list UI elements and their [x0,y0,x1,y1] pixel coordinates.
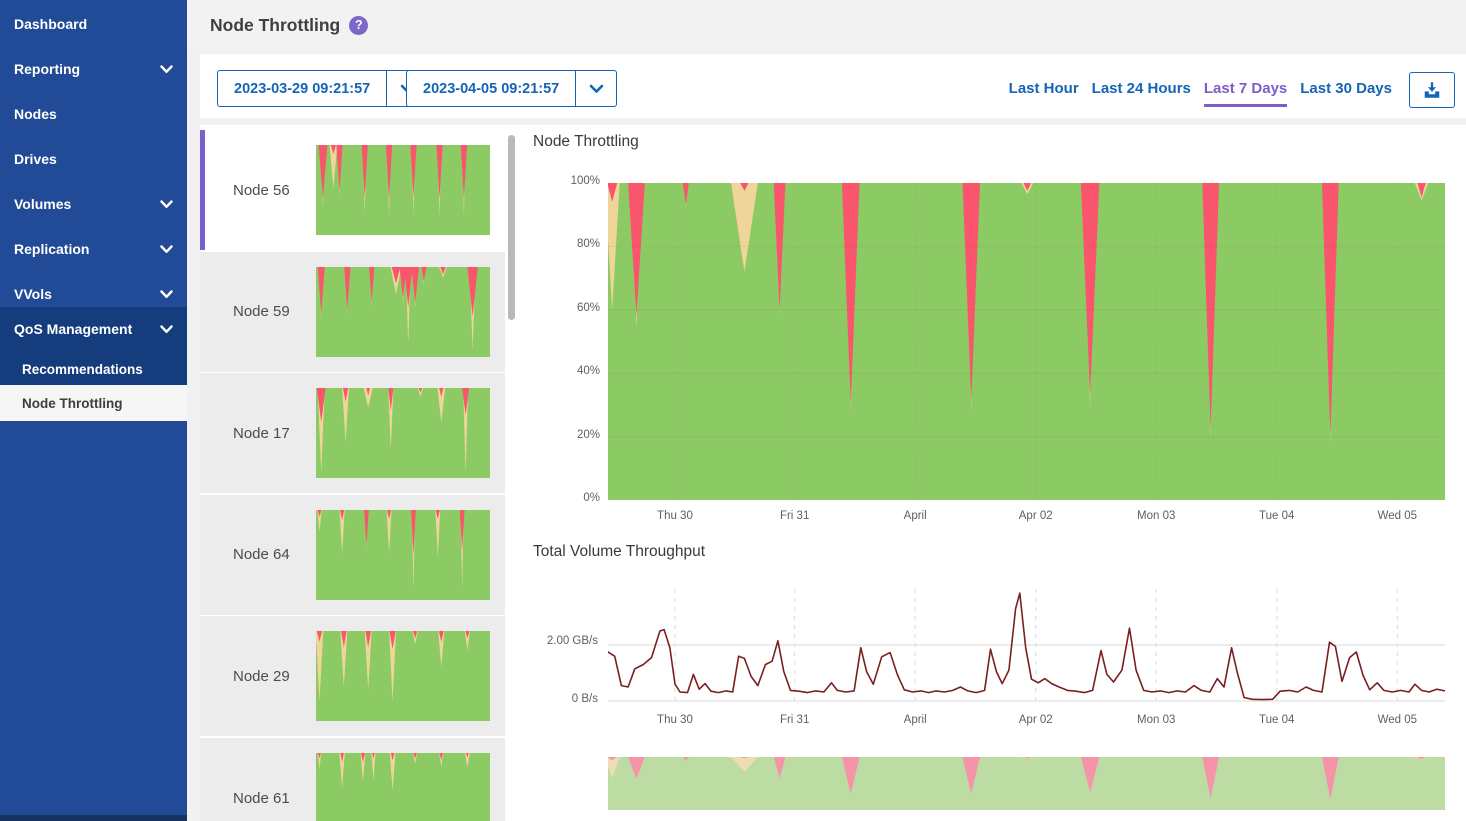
download-button[interactable] [1409,72,1455,108]
node-label: Node 61 [233,789,290,807]
sidebar-item-volumes[interactable]: Volumes [0,184,187,224]
end-date-value[interactable]: 2023-04-05 09:21:57 [423,80,560,97]
sidebar-item-label: VVols [14,286,52,302]
x-tick-label: Mon 03 [1137,510,1176,522]
y-tick-label: 100% [570,175,600,187]
x-tick-label: April [903,510,927,522]
node-throttling-chart-title: Node Throttling [533,133,639,150]
page-title: Node Throttling [210,14,341,35]
sidebar-item-drives[interactable]: Drives [0,139,187,179]
x-tick-label: Apr 02 [1018,510,1053,522]
node-sparkline [316,753,490,821]
node-list-item-node-56[interactable]: Node 56 [200,130,505,250]
start-date-picker[interactable]: 2023-03-29 09:21:57 [217,70,429,107]
sidebar-item-label: Replication [14,241,90,257]
y-tick-label: 20% [576,428,600,441]
node-list-item-node-64[interactable]: Node 64 [200,494,505,615]
y-tick-label: 2.00 GB/s [546,635,598,647]
x-tick-label: Wed 05 [1377,510,1417,522]
throughput-x-axis: Thu 30 Fri 31 April Apr 02 Mon 03 Tue 04 Wed 0… [608,714,1445,730]
node-list-item-node-59[interactable]: Node 59 [200,251,505,372]
y-tick-label: 0% [583,492,600,504]
node-sparkline [316,509,490,600]
node-list-item-node-61[interactable]: Node 61 [200,738,505,821]
node-label: Node 56 [233,181,290,199]
start-date-value[interactable]: 2023-03-29 09:21:57 [234,80,371,97]
chevron-down-icon [160,324,173,333]
node-sparkline [316,266,490,357]
x-tick-label: Fri 31 [779,510,810,522]
sidebar-item-label: Node Throttling [22,395,123,411]
x-tick-label: Apr 02 [1018,714,1053,726]
chevron-down-icon [160,244,173,253]
x-tick-label: April [903,714,927,726]
range-link-last-30-days[interactable]: Last 30 Days [1300,80,1392,97]
x-tick-label: Fri 31 [779,714,810,726]
sidebar: Dashboard Reporting Nodes Drives Volumes Repl… [0,0,187,821]
sidebar-item-label: Recommendations [22,361,143,377]
chevron-down-icon [160,64,173,73]
y-tick-label: 0 B/s [571,693,598,705]
throughput-chart[interactable] [608,585,1445,705]
x-tick-label: Wed 05 [1377,714,1417,726]
chevron-down-icon [589,84,604,93]
sidebar-item-nodes[interactable]: Nodes [0,94,187,134]
sidebar-item-qos-management[interactable]: QoS Management [0,309,187,349]
x-tick-label: Tue 04 [1259,714,1295,726]
sidebar-item-recommendations[interactable]: Recommendations [0,349,187,389]
download-icon [1424,82,1440,98]
qos-section-background [0,307,187,385]
end-date-chevron-button[interactable] [575,71,616,106]
sidebar-item-replication[interactable]: Replication [0,229,187,269]
sidebar-item-vvols[interactable]: VVols [0,274,187,314]
y-tick-label: 60% [576,301,600,314]
node-sparkline [316,145,490,235]
node-sparkline [316,388,490,479]
sidebar-item-reporting[interactable]: Reporting [0,49,187,89]
x-tick-label: Thu 30 [657,510,693,522]
x-tick-label: Mon 03 [1137,714,1176,726]
throughput-chart-title: Total Volume Throughput [533,543,706,560]
node-list-scrollbar[interactable] [508,135,515,320]
content-panel: Node 56 Node 59 Node 17 Node 64 Node 29 Node … [200,125,1466,821]
node-label: Node 59 [233,303,290,321]
y-tick-label: 80% [576,238,600,251]
sidebar-item-label: QoS Management [14,321,133,337]
sidebar-item-label: Reporting [14,61,81,77]
sidebar-item-label: Volumes [14,196,72,212]
x-tick-label: Tue 04 [1259,510,1295,522]
node-throttling-chart[interactable] [608,183,1445,500]
x-tick-label: Thu 30 [657,714,693,726]
chevron-down-icon [160,199,173,208]
toolbar: 2023-03-29 09:21:57 2023-04-05 09:21:57 … [200,54,1466,118]
help-icon[interactable]: ? [349,15,369,35]
page-header: Node Throttling ? [187,0,1466,50]
range-link-last-7-days[interactable]: Last 7 Days [1203,80,1288,107]
node-sparkline [316,631,490,722]
range-link-last-24-hours[interactable]: Last 24 Hours [1091,80,1191,97]
timeline-brush[interactable] [608,757,1445,810]
node-list-item-node-29[interactable]: Node 29 [200,616,505,737]
node-label: Node 17 [233,424,290,442]
end-date-picker[interactable]: 2023-04-05 09:21:57 [406,70,618,107]
sidebar-item-label: Dashboard [14,16,88,32]
range-link-last-hour[interactable]: Last Hour [1008,80,1079,97]
node-throttling-x-axis: Thu 30 Fri 31 April Apr 02 Mon 03 Tue 04 Wed 0… [608,510,1445,526]
chevron-down-icon [160,289,173,298]
sidebar-bottom-strip [0,815,187,821]
node-label: Node 29 [233,667,290,685]
sidebar-item-node-throttling[interactable]: Node Throttling [0,385,187,421]
sidebar-item-label: Nodes [14,106,57,122]
y-tick-label: 40% [576,365,600,378]
node-label: Node 64 [233,546,290,564]
time-range-links: Last Hour Last 24 Hours Last 7 Days Last 30… [1009,80,1392,107]
sidebar-item-label: Drives [14,151,57,167]
node-list-item-node-17[interactable]: Node 17 [200,373,505,494]
sidebar-item-dashboard[interactable]: Dashboard [0,4,187,44]
